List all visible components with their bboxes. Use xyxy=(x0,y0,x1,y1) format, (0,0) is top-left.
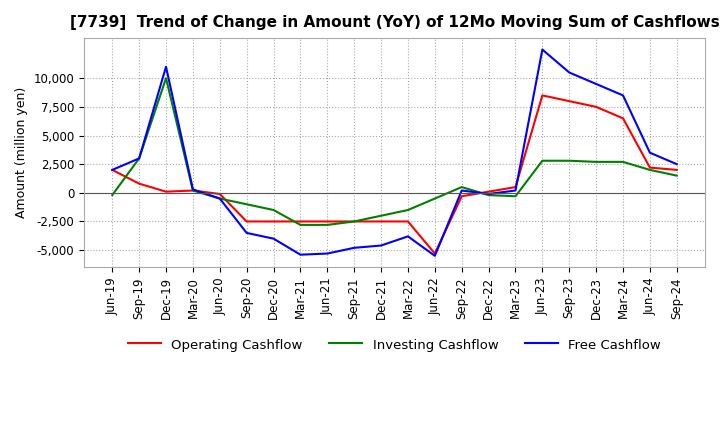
Operating Cashflow xyxy=(135,181,143,186)
Free Cashflow xyxy=(431,253,439,258)
Operating Cashflow xyxy=(404,219,413,224)
Operating Cashflow xyxy=(592,104,600,110)
Free Cashflow xyxy=(350,245,359,250)
Free Cashflow xyxy=(618,93,627,98)
Investing Cashflow xyxy=(431,196,439,201)
Legend: Operating Cashflow, Investing Cashflow, Free Cashflow: Operating Cashflow, Investing Cashflow, … xyxy=(122,333,667,357)
Operating Cashflow xyxy=(162,189,171,194)
Investing Cashflow xyxy=(215,196,224,201)
Operating Cashflow xyxy=(269,219,278,224)
Free Cashflow xyxy=(457,188,466,193)
Investing Cashflow xyxy=(592,159,600,165)
Title: [7739]  Trend of Change in Amount (YoY) of 12Mo Moving Sum of Cashflows: [7739] Trend of Change in Amount (YoY) o… xyxy=(70,15,719,30)
Operating Cashflow xyxy=(296,219,305,224)
Free Cashflow xyxy=(511,188,520,193)
Free Cashflow xyxy=(646,150,654,155)
Operating Cashflow xyxy=(215,191,224,197)
Free Cashflow xyxy=(296,252,305,257)
Operating Cashflow xyxy=(457,194,466,199)
Operating Cashflow xyxy=(538,93,546,98)
Operating Cashflow xyxy=(431,251,439,256)
Y-axis label: Amount (million yen): Amount (million yen) xyxy=(15,87,28,218)
Operating Cashflow xyxy=(108,167,117,172)
Investing Cashflow xyxy=(135,156,143,161)
Investing Cashflow xyxy=(162,76,171,81)
Operating Cashflow xyxy=(189,188,197,193)
Free Cashflow xyxy=(243,230,251,235)
Free Cashflow xyxy=(269,236,278,241)
Free Cashflow xyxy=(592,81,600,87)
Free Cashflow xyxy=(485,191,493,197)
Free Cashflow xyxy=(108,167,117,172)
Investing Cashflow xyxy=(243,202,251,207)
Free Cashflow xyxy=(538,47,546,52)
Investing Cashflow xyxy=(377,213,385,218)
Free Cashflow xyxy=(135,156,143,161)
Investing Cashflow xyxy=(511,194,520,199)
Investing Cashflow xyxy=(538,158,546,163)
Line: Free Cashflow: Free Cashflow xyxy=(112,50,677,256)
Free Cashflow xyxy=(189,187,197,192)
Investing Cashflow xyxy=(323,222,332,227)
Investing Cashflow xyxy=(189,188,197,193)
Operating Cashflow xyxy=(618,116,627,121)
Investing Cashflow xyxy=(485,192,493,198)
Operating Cashflow xyxy=(377,219,385,224)
Operating Cashflow xyxy=(646,165,654,170)
Operating Cashflow xyxy=(243,219,251,224)
Free Cashflow xyxy=(162,64,171,70)
Investing Cashflow xyxy=(672,173,681,178)
Investing Cashflow xyxy=(404,207,413,213)
Operating Cashflow xyxy=(511,184,520,190)
Operating Cashflow xyxy=(323,219,332,224)
Free Cashflow xyxy=(672,161,681,167)
Free Cashflow xyxy=(323,251,332,256)
Investing Cashflow xyxy=(296,222,305,227)
Line: Operating Cashflow: Operating Cashflow xyxy=(112,95,677,253)
Investing Cashflow xyxy=(350,219,359,224)
Operating Cashflow xyxy=(565,99,574,104)
Operating Cashflow xyxy=(350,219,359,224)
Investing Cashflow xyxy=(565,158,574,163)
Investing Cashflow xyxy=(646,167,654,172)
Free Cashflow xyxy=(565,70,574,75)
Operating Cashflow xyxy=(485,189,493,194)
Operating Cashflow xyxy=(672,167,681,172)
Investing Cashflow xyxy=(269,207,278,213)
Free Cashflow xyxy=(404,234,413,239)
Line: Investing Cashflow: Investing Cashflow xyxy=(112,78,677,225)
Investing Cashflow xyxy=(618,159,627,165)
Investing Cashflow xyxy=(457,184,466,190)
Free Cashflow xyxy=(377,243,385,248)
Investing Cashflow xyxy=(108,192,117,198)
Free Cashflow xyxy=(215,196,224,201)
